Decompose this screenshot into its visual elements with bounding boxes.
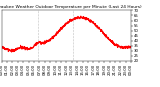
Title: Milwaukee Weather Outdoor Temperature per Minute (Last 24 Hours): Milwaukee Weather Outdoor Temperature pe… [0,5,142,9]
